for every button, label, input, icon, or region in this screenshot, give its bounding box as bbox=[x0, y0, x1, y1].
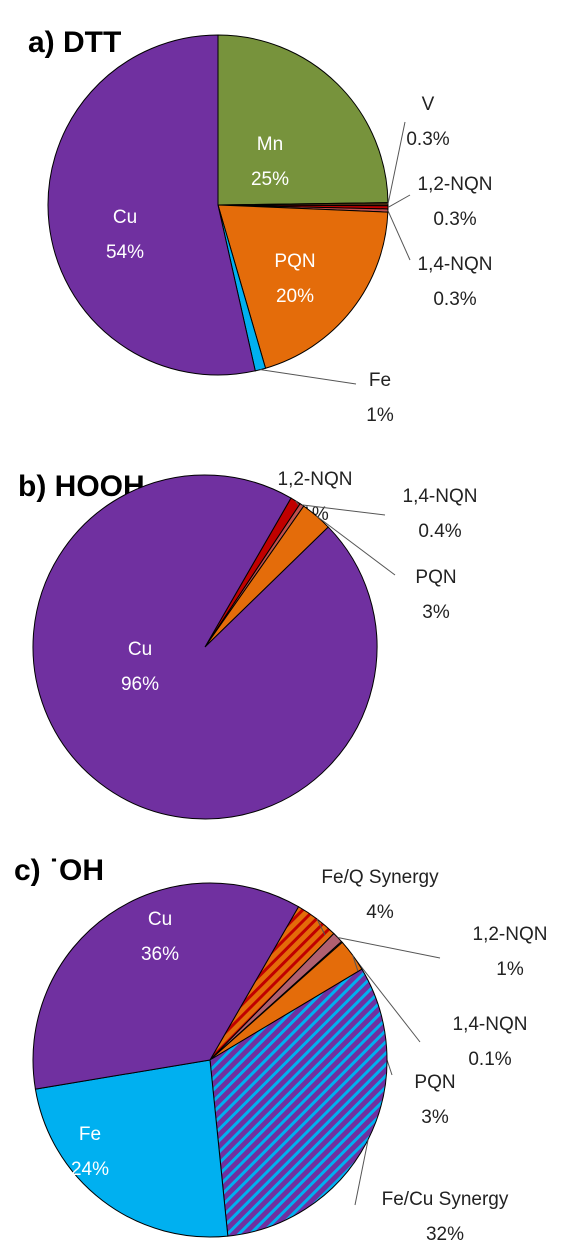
pie-slice bbox=[217, 204, 389, 369]
slice-value-label: 0.3% bbox=[433, 209, 476, 230]
slice-value-label: 0.4% bbox=[418, 521, 461, 542]
pie-slice bbox=[217, 34, 389, 206]
slice-label: 1,4-NQN bbox=[418, 254, 493, 275]
slice-label: 1,4-NQN bbox=[453, 1014, 528, 1035]
slice-value-label: 36% bbox=[141, 944, 179, 965]
slice-label: Cu bbox=[128, 639, 152, 660]
leader-line bbox=[301, 504, 386, 516]
slice-label: Cu bbox=[113, 207, 137, 228]
slice-value-label: 96% bbox=[121, 674, 159, 695]
slice-label: 1,2-NQN bbox=[473, 924, 548, 945]
pie-slice bbox=[47, 34, 256, 376]
leader-line bbox=[387, 121, 406, 205]
leader-line bbox=[260, 369, 357, 385]
slice-label: Fe bbox=[79, 1124, 101, 1145]
slice-value-label: 1% bbox=[366, 405, 394, 426]
slice-label: PQN bbox=[415, 567, 456, 588]
leader-line bbox=[316, 515, 396, 576]
slice-value-label: 24% bbox=[71, 1159, 109, 1180]
leader-line bbox=[387, 210, 411, 261]
slice-label: Fe/Q Synergy bbox=[321, 867, 439, 888]
slice-label: Fe/Cu Synergy bbox=[382, 1189, 509, 1210]
slice-label: V bbox=[422, 94, 435, 115]
pie-slice bbox=[32, 474, 378, 820]
slice-value-label: 54% bbox=[106, 242, 144, 263]
slice-value-label: 1% bbox=[496, 959, 524, 980]
chart-title: a) DTT bbox=[28, 26, 121, 59]
slice-label: Fe bbox=[369, 370, 391, 391]
slice-value-label: 3% bbox=[422, 602, 450, 623]
slice-label: 1,2-NQN bbox=[418, 174, 493, 195]
leader-line bbox=[337, 936, 441, 959]
pie-slice bbox=[209, 968, 388, 1237]
slice-label: Cu bbox=[148, 909, 172, 930]
slice-label: 1,4-NQN bbox=[403, 486, 478, 507]
slice-label: PQN bbox=[274, 251, 315, 272]
pie-slice bbox=[32, 882, 300, 1090]
pie-slice bbox=[34, 1059, 229, 1238]
slice-value-label: 3% bbox=[421, 1107, 449, 1128]
slice-label: Mn bbox=[257, 134, 283, 155]
leader-line bbox=[354, 1139, 369, 1206]
slice-label: PQN bbox=[414, 1072, 455, 1093]
leader-line bbox=[387, 194, 411, 208]
slice-value-label: 25% bbox=[251, 169, 289, 190]
slice-value-label: 0.3% bbox=[406, 129, 449, 150]
slice-value-label: 20% bbox=[276, 286, 314, 307]
slice-value-label: 4% bbox=[366, 902, 394, 923]
slice-value-label: 0.3% bbox=[433, 289, 476, 310]
slice-label: 1,2-NQN bbox=[278, 469, 353, 490]
chart-title: c) ˙OH bbox=[14, 854, 104, 887]
leader-line bbox=[316, 918, 326, 936]
slice-value-label: 32% bbox=[426, 1224, 464, 1240]
slice-value-label: 0.1% bbox=[468, 1049, 511, 1070]
